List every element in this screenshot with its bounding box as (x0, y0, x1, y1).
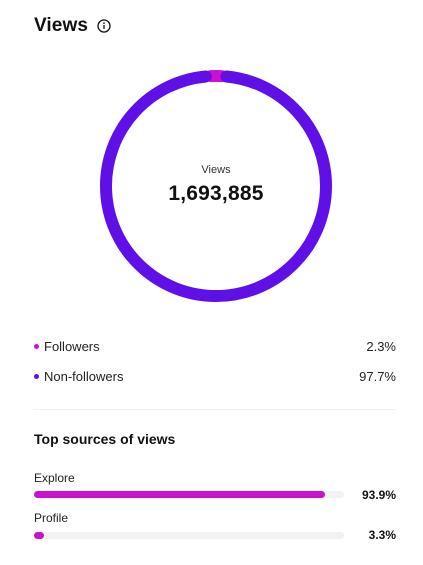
source-value-profile: 3.3% (368, 528, 396, 542)
legend-row-followers: Followers 2.3% (34, 339, 396, 354)
donut-segment-followers (100, 70, 332, 302)
non-followers-dot (34, 374, 39, 379)
source-bar-track-explore (34, 491, 344, 498)
info-icon[interactable] (97, 19, 111, 33)
donut-segment-non-followers (100, 70, 332, 302)
donut-label: Views (201, 164, 231, 176)
legend-value-non-followers: 97.7% (359, 369, 396, 384)
donut-svg (100, 70, 332, 302)
legend-row-non-followers: Non-followers 97.7% (34, 369, 396, 384)
top-sources-title: Top sources of views (34, 431, 176, 447)
legend-value-followers: 2.3% (366, 339, 396, 354)
total-views-value: 1,693,885 (168, 182, 264, 205)
legend-label-followers: Followers (44, 339, 100, 354)
source-bar-fill-profile (34, 532, 45, 539)
divider (34, 409, 396, 410)
page-title: Views (34, 15, 89, 36)
source-label-explore: Explore (34, 471, 75, 485)
views-header: Views (34, 13, 111, 39)
legend-label-non-followers: Non-followers (44, 369, 124, 384)
source-bar-track-profile (34, 532, 344, 539)
donut-center: Views 1,693,885 (96, 66, 336, 306)
views-donut-chart: Views 1,693,885 (96, 66, 336, 306)
followers-dot (34, 344, 39, 349)
source-value-explore: 93.9% (361, 488, 396, 502)
source-label-profile: Profile (34, 511, 69, 525)
source-bar-fill-explore (34, 491, 326, 498)
